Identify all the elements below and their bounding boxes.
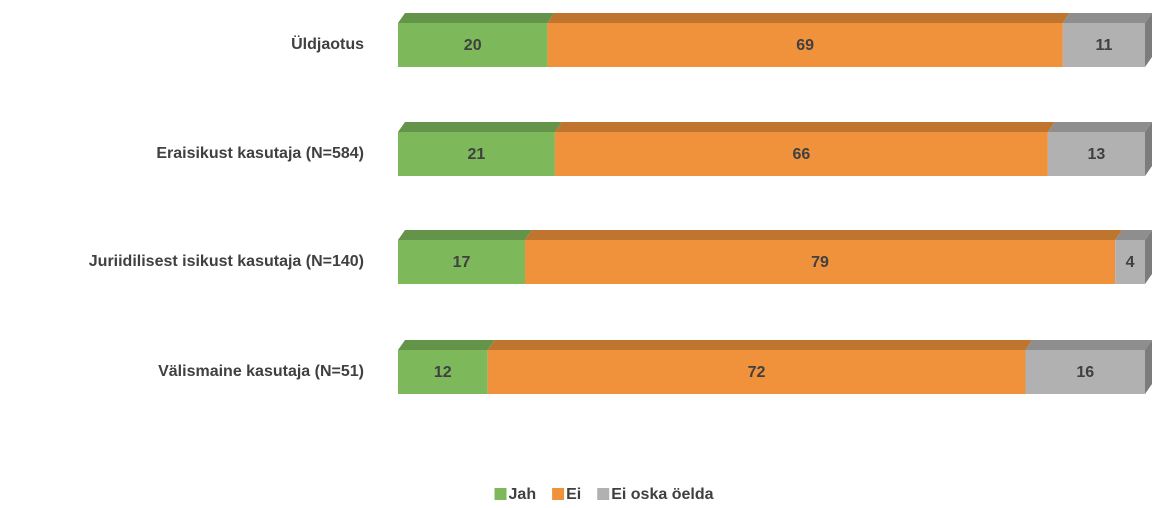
bar [398,23,548,67]
bar [1115,240,1145,284]
data-label: 72 [748,364,766,381]
bar-top [1062,13,1152,23]
bar-top [1115,230,1152,240]
data-label: 13 [1088,146,1106,163]
bar [524,240,1116,284]
legend-item: Ei [552,486,581,503]
bar [1062,23,1145,67]
legend-swatch [552,488,565,500]
legend-label: Ei [566,486,581,503]
bar-top [398,122,562,132]
category-label: Välismaine kasutaja (N=51) [158,363,364,380]
data-label: 12 [434,364,452,381]
bar-top [554,122,1055,132]
data-label: 79 [811,254,829,271]
data-label: 17 [453,254,471,271]
bar-top [398,230,532,240]
bar [554,132,1048,176]
legend-item: Ei oska öelda [597,486,714,503]
bar [547,23,1063,67]
bar-side [1145,340,1152,394]
category-label: Juriidilisest isikust kasutaja (N=140) [89,253,364,270]
legend-swatch [494,488,507,500]
bar [487,350,1026,394]
bar-top [398,13,555,23]
bar-side [1145,122,1152,176]
legend-item: Jah [494,486,537,503]
bar [1047,132,1145,176]
bar [398,350,488,394]
data-label: 4 [1126,254,1135,271]
bar-top [398,340,495,350]
data-label: 21 [468,146,486,163]
legend-swatch [597,488,610,500]
bar-side [1145,230,1152,284]
legend-label: Jah [509,486,537,503]
category-label: Eraisikust kasutaja (N=584) [156,145,364,162]
bar [398,132,555,176]
bar-top [1047,122,1152,132]
bar [398,240,525,284]
category-label: Üldjaotus [291,34,364,53]
legend-label: Ei oska öelda [611,486,713,503]
bar-top [547,13,1070,23]
data-label: 20 [464,37,482,54]
data-label: 11 [1095,37,1112,54]
data-label: 69 [796,37,814,54]
data-label: 16 [1076,364,1094,381]
bar-top [524,230,1123,240]
bar-side [1145,13,1152,67]
bar [1025,350,1145,394]
data-label: 66 [792,146,810,163]
bar-top [487,340,1033,350]
bar-top [1025,340,1152,350]
